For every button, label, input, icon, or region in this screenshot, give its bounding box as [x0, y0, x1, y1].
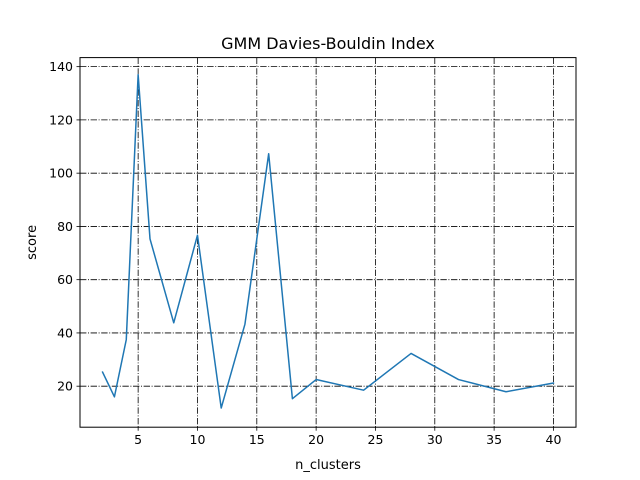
chart-title: GMM Davies-Bouldin Index	[221, 34, 435, 53]
series-layer	[101, 73, 555, 409]
ticks: 5 10 15 20 25 30 35 40 20 40 60 80 100 120 140	[49, 59, 561, 447]
y-tick-label: 20	[57, 379, 73, 394]
x-axis-label: n_clusters	[295, 458, 361, 473]
x-tick-label: 5	[134, 432, 142, 447]
y-axis-label: score	[25, 225, 40, 260]
x-tick-label: 20	[308, 432, 324, 447]
plot-frame	[79, 57, 577, 428]
y-tick-label: 140	[49, 59, 73, 74]
x-tick-label: 10	[190, 432, 206, 447]
y-tick-label: 120	[49, 112, 73, 127]
y-tick-label: 100	[49, 166, 73, 181]
grid	[80, 57, 576, 428]
x-tick-label: 40	[546, 432, 562, 447]
x-tick-label: 35	[486, 432, 502, 447]
x-tick-label: 30	[427, 432, 443, 447]
x-tick-label: 15	[249, 432, 265, 447]
y-tick-label: 80	[57, 219, 73, 234]
y-tick-label: 40	[57, 325, 73, 340]
x-tick-label: 25	[368, 432, 384, 447]
y-tick-label: 60	[57, 272, 73, 287]
series-line	[101, 73, 555, 409]
